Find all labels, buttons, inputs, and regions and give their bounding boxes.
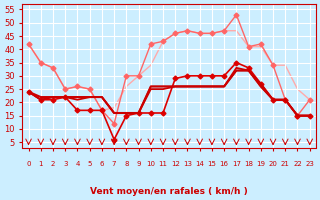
X-axis label: Vent moyen/en rafales ( km/h ): Vent moyen/en rafales ( km/h ) [90,187,248,196]
